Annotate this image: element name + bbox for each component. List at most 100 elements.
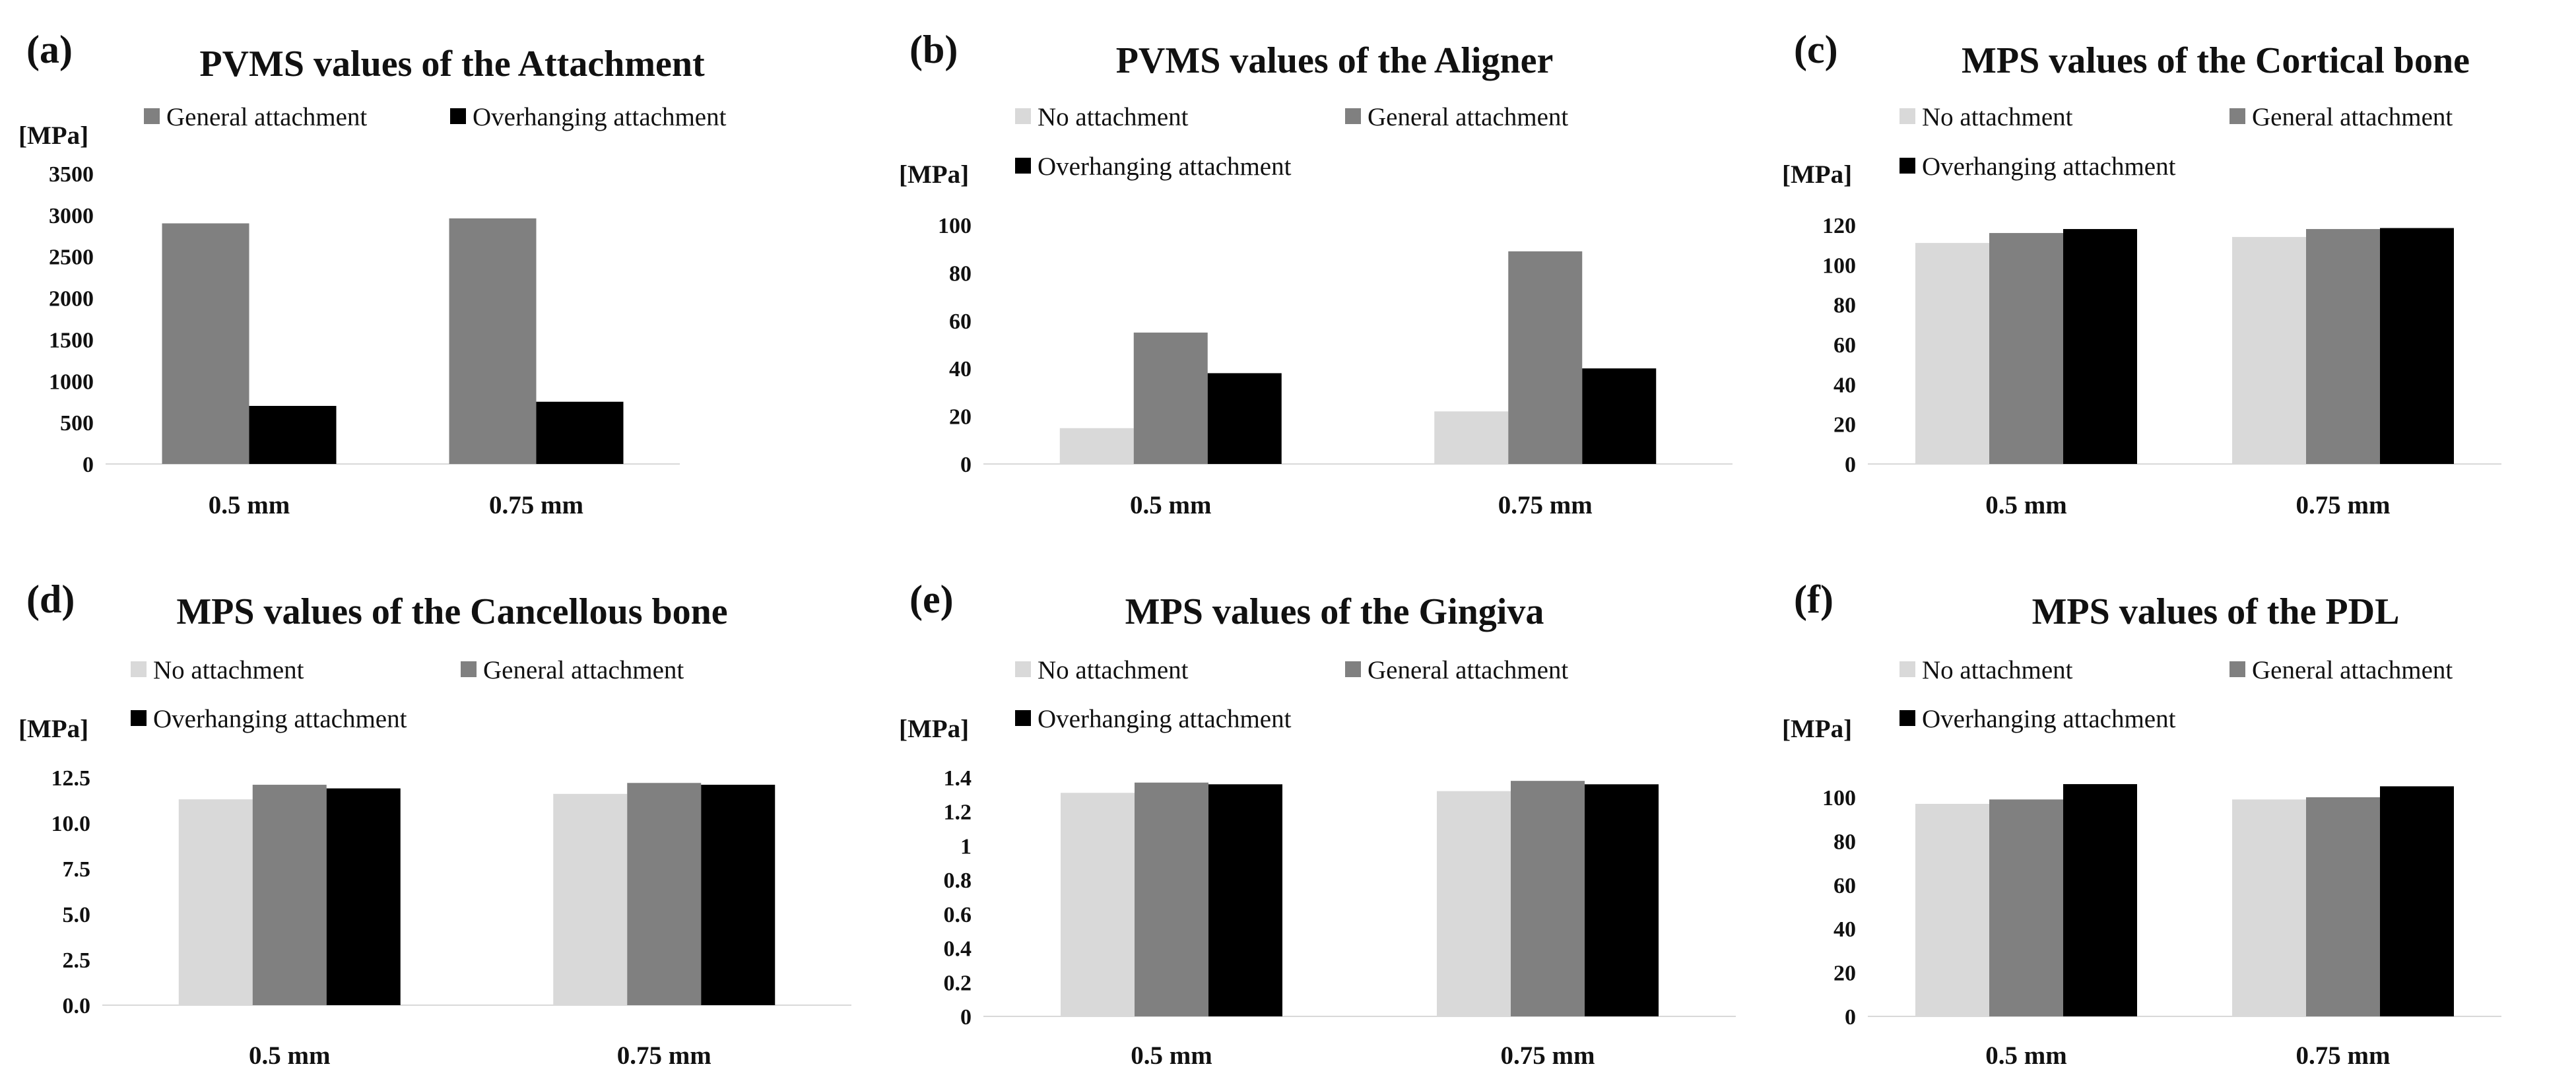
legend-label: General attachment xyxy=(2252,103,2453,131)
legend-item: Overhanging attachment xyxy=(1015,152,1292,181)
chart-panel-c: (c) MPS values of the Cortical bone No att… xyxy=(1782,28,2501,519)
legend-label: Overhanging attachment xyxy=(1922,152,2176,181)
panel-label: (c) xyxy=(1794,28,1838,71)
bar xyxy=(1989,233,2063,464)
legend-label: Overhanging attachment xyxy=(1922,705,2176,733)
legend-swatch xyxy=(1345,661,1361,677)
bar xyxy=(1434,411,1509,464)
bar xyxy=(2232,799,2306,1016)
legend-item: General attachment xyxy=(144,103,367,131)
bar xyxy=(536,401,624,464)
bar xyxy=(1585,784,1659,1016)
y-tick-label: 2500 xyxy=(49,246,94,270)
legend-swatch xyxy=(131,710,147,726)
chart-title: PVMS values of the Aligner xyxy=(1116,40,1554,81)
y-tick-label: 1.4 xyxy=(944,766,972,791)
y-tick-label: 1.2 xyxy=(944,801,972,825)
legend-label: Overhanging attachment xyxy=(473,103,727,131)
x-tick-label: 0.5 mm xyxy=(1130,491,1211,519)
y-tick-label: 0.8 xyxy=(944,869,972,893)
bar xyxy=(252,785,327,1005)
legend-label: General attachment xyxy=(166,103,367,131)
y-tick-label: 12.5 xyxy=(51,766,91,791)
x-tick-label: 0.5 mm xyxy=(1985,1041,2066,1070)
y-tick-label: 2000 xyxy=(49,287,94,312)
y-tick-label: 10.0 xyxy=(51,812,91,836)
bar xyxy=(1061,793,1135,1016)
legend-item: Overhanging attachment xyxy=(450,103,727,131)
chart-panel-f: (f) MPS values of the PDL No attachment Gen… xyxy=(1782,577,2501,1070)
bar xyxy=(1508,251,1583,464)
y-tick-label: 0.6 xyxy=(944,903,972,927)
y-tick-label: 3000 xyxy=(49,204,94,228)
legend-swatch xyxy=(1899,158,1915,174)
y-tick-label: 0 xyxy=(83,453,94,477)
bar xyxy=(162,223,249,464)
bar xyxy=(1059,428,1134,464)
chart-title: MPS values of the PDL xyxy=(2032,591,2400,632)
x-tick-label: 0.5 mm xyxy=(1131,1041,1212,1070)
bar xyxy=(249,406,337,464)
legend-label: General attachment xyxy=(2252,656,2453,684)
chart-title: MPS values of the Gingiva xyxy=(1125,591,1544,632)
y-axis-unit: [MPa] xyxy=(18,715,88,743)
bar xyxy=(1582,368,1657,464)
y-axis-unit: [MPa] xyxy=(1782,160,1852,189)
chart-panel-d: (d) MPS values of the Cancellous bone No a… xyxy=(18,577,851,1070)
y-tick-label: 60 xyxy=(949,310,972,334)
y-tick-label: 100 xyxy=(1822,253,1856,278)
bar xyxy=(701,785,776,1005)
y-tick-label: 0.0 xyxy=(63,994,91,1018)
y-tick-label: 40 xyxy=(1833,917,1856,942)
y-tick-label: 120 xyxy=(1822,214,1856,238)
y-tick-label: 20 xyxy=(1833,962,1856,986)
bar xyxy=(2380,786,2454,1016)
y-tick-label: 80 xyxy=(1833,830,1856,854)
bar xyxy=(553,793,628,1005)
panel-label: (d) xyxy=(26,577,75,621)
x-tick-label: 0.75 mm xyxy=(2296,1041,2391,1070)
bar xyxy=(1135,782,1208,1016)
legend-item: No attachment xyxy=(1899,103,2073,131)
chart-panel-e: (e) MPS values of the Gingiva No attachmen… xyxy=(899,577,1736,1070)
legend-swatch xyxy=(2229,108,2245,124)
legend-item: General attachment xyxy=(1345,103,1568,131)
x-tick-label: 0.5 mm xyxy=(209,491,290,519)
legend-label: General attachment xyxy=(1368,103,1568,131)
legend-swatch xyxy=(144,108,160,124)
legend-label: No attachment xyxy=(153,656,304,684)
legend-label: Overhanging attachment xyxy=(1038,152,1292,181)
legend-swatch xyxy=(2229,661,2245,677)
legend-label: Overhanging attachment xyxy=(1038,705,1292,733)
legend-swatch xyxy=(1015,710,1031,726)
legend-swatch xyxy=(1899,661,1915,677)
bar xyxy=(178,799,253,1005)
y-tick-label: 80 xyxy=(1833,294,1856,318)
bar xyxy=(1989,799,2063,1016)
y-tick-label: 1500 xyxy=(49,328,94,352)
legend-swatch xyxy=(1015,158,1031,174)
bar xyxy=(627,783,702,1005)
y-tick-label: 60 xyxy=(1833,874,1856,898)
y-tick-label: 80 xyxy=(949,261,972,286)
y-tick-label: 1000 xyxy=(49,370,94,394)
y-tick-label: 3500 xyxy=(49,162,94,187)
y-tick-label: 20 xyxy=(1833,413,1856,438)
legend-item: No attachment xyxy=(1899,656,2073,684)
y-tick-label: 100 xyxy=(1822,786,1856,810)
panel-label: (a) xyxy=(26,28,73,71)
y-axis-unit: [MPa] xyxy=(1782,715,1852,743)
y-tick-label: 20 xyxy=(949,405,972,430)
bar xyxy=(1207,373,1282,464)
bar xyxy=(2306,797,2380,1016)
y-tick-label: 7.5 xyxy=(63,857,91,882)
legend-item: Overhanging attachment xyxy=(1899,152,2176,181)
chart-title: PVMS values of the Attachment xyxy=(199,44,705,84)
y-tick-label: 500 xyxy=(60,411,94,436)
x-tick-label: 0.5 mm xyxy=(1985,491,2066,519)
legend-label: No attachment xyxy=(1922,656,2073,684)
y-tick-label: 0 xyxy=(960,1005,972,1030)
legend-item: Overhanging attachment xyxy=(131,705,407,733)
legend-label: No attachment xyxy=(1038,656,1189,684)
